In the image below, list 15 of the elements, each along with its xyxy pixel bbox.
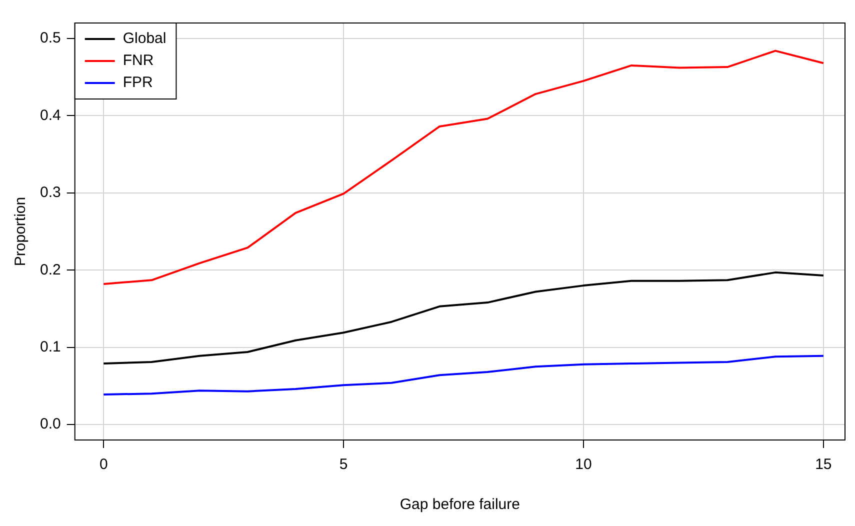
y-tick-label: 0.0: [40, 416, 61, 433]
legend-label: FNR: [122, 52, 154, 70]
y-tick-label: 0.4: [40, 106, 61, 124]
legend-label: FPR: [122, 74, 154, 92]
x-tick-label: 10: [575, 456, 592, 474]
legend-label: Global: [122, 30, 166, 48]
x-tick-label: 5: [339, 456, 348, 474]
y-tick-label: 0.1: [40, 338, 61, 356]
x-tick-label: 0: [99, 456, 108, 474]
x-tick-label: 15: [815, 456, 832, 474]
y-axis-title: Proportion: [12, 196, 30, 266]
y-tick-label: 0.5: [40, 30, 61, 47]
x-axis-title: Gap before failure: [400, 496, 520, 514]
y-tick-label: 0.2: [40, 261, 61, 278]
y-tick-label: 0.3: [40, 184, 61, 202]
